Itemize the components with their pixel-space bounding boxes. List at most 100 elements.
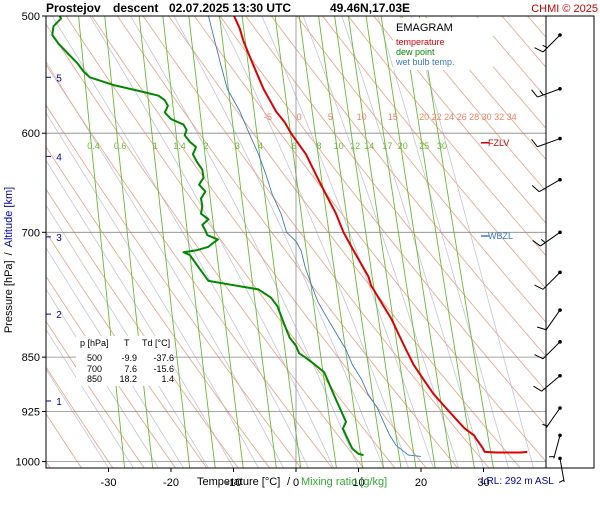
altitude-label: 3 — [56, 233, 62, 244]
dry-adiabat — [440, 3, 600, 468]
svg-text:Pressure [hPa]/Altitude [km]: Pressure [hPa]/Altitude [km] — [3, 187, 15, 333]
dry-adiabat-label: 10 — [357, 112, 367, 122]
moist-adiabat — [212, 3, 409, 468]
legend-dew-point: dew point — [396, 47, 435, 57]
mixing-ratio-line — [347, 3, 417, 468]
dry-adiabat-label: 30 — [482, 112, 492, 122]
table-cell: 7.6 — [124, 364, 137, 374]
wind-barb — [537, 308, 562, 329]
wind-barb-staff — [537, 139, 560, 147]
wind-barb — [535, 33, 562, 52]
table-cell: 850 — [87, 374, 102, 384]
wind-barb-staff — [560, 458, 564, 482]
dry-adiabat — [542, 3, 600, 468]
wind-barb — [558, 457, 564, 483]
dry-adiabat — [568, 3, 600, 468]
wind-barb-half-feather — [541, 239, 545, 242]
dry-adiabat — [211, 3, 583, 468]
wind-barb — [533, 231, 562, 247]
wind-barb-feather — [534, 386, 542, 391]
mixing-ratio-line — [187, 3, 243, 468]
table-header-p: p [hPa] — [80, 338, 109, 348]
wind-barb — [542, 406, 561, 427]
y-axis-title-pressure: Pressure [hPa] — [3, 260, 15, 333]
wind-barb-feather — [535, 355, 543, 359]
dry-adiabat-label: 24 — [444, 112, 454, 122]
legend-wet-bulb: wet bulb temp. — [395, 57, 455, 67]
wind-barb-half-feather — [543, 45, 548, 47]
dry-adiabat — [517, 3, 600, 468]
dry-adiabat — [0, 3, 269, 468]
table-cell: 18.2 — [119, 374, 137, 384]
x-tick-label: 0 — [293, 477, 299, 489]
wind-barb-staff — [540, 232, 560, 246]
mixing-ratio-label: 1 — [153, 141, 158, 151]
wind-barb — [534, 374, 562, 391]
y-axis-title-separator: / — [3, 251, 15, 255]
wind-frame — [546, 16, 594, 468]
table-header-td: Td [°C] — [142, 338, 170, 348]
altitude-label: 4 — [56, 152, 62, 163]
x-axis-title-separator: / — [287, 476, 291, 488]
wind-barb-staff — [537, 89, 560, 97]
station-coords: 49.46N,17.03E — [330, 1, 410, 15]
x-axis-title-mixing: Mixing ratio [g/kg] — [301, 476, 387, 488]
mixing-ratio-label: 10 — [334, 141, 344, 151]
y-tick-label: 700 — [22, 227, 40, 239]
data-table: p [hPa] T Td [°C] 500 -9.9 -37.6 700 7.6… — [76, 336, 174, 386]
mixing-ratio-label: 14 — [364, 141, 374, 151]
wind-barb-half-feather — [559, 480, 564, 482]
mixing-ratio-label: 8 — [316, 141, 321, 151]
moist-adiabat — [0, 3, 109, 468]
wind-barb — [549, 434, 562, 459]
mixing-ratio-label: 25 — [419, 141, 429, 151]
x-tick-label: -20 — [163, 477, 179, 489]
y-tick-label: 850 — [22, 352, 40, 364]
dry-adiabat-label: -5 — [264, 112, 272, 122]
mixing-ratio-line — [218, 3, 276, 468]
wind-barb — [532, 137, 562, 147]
dry-adiabat-label: 5 — [328, 112, 333, 122]
mixing-ratio-label: 12 — [350, 141, 360, 151]
wind-barb-feather — [537, 327, 546, 330]
y-tick-label: 600 — [22, 128, 40, 140]
wind-barb-feather — [532, 90, 538, 97]
dry-adiabat-label: 0 — [297, 112, 302, 122]
wind-barb-staff — [542, 376, 560, 391]
copyright: CHMI © 2025 — [531, 3, 598, 15]
mixing-ratio-label: 30 — [437, 141, 447, 151]
moist-adiabat — [408, 3, 534, 468]
x-tick-label: -30 — [101, 477, 117, 489]
altitude-label: 5 — [56, 73, 62, 84]
y-tick-label: 1000 — [16, 457, 40, 469]
x-axis-title-temperature: Temperature [°C] — [197, 476, 280, 488]
dry-adiabat-label: 15 — [388, 112, 398, 122]
mixing-ratio-label: 6 — [292, 141, 297, 151]
mixing-ratio-line — [273, 3, 336, 468]
table-cell: 1.4 — [161, 374, 174, 384]
mixing-ratio-label: 17 — [382, 141, 392, 151]
wbzl-label: WBZL — [488, 231, 513, 241]
wind-barb-feather — [535, 285, 543, 289]
wind-barb — [532, 87, 562, 97]
x-tick-label: 20 — [415, 477, 427, 489]
dry-adiabat-label: 28 — [469, 112, 479, 122]
table-cell: -9.9 — [121, 353, 137, 363]
mixing-ratio-label: 1.4 — [173, 141, 186, 151]
sounding-datetime: 02.07.2025 13:30 UTC — [169, 1, 291, 15]
dry-adiabat-label: 32 — [494, 112, 504, 122]
mixing-ratio-label: 2 — [204, 141, 209, 151]
table-cell: 700 — [87, 364, 102, 374]
legend: EMAGRAM temperature dew point wet bulb t… — [393, 18, 493, 70]
mixing-ratio-line — [241, 3, 301, 468]
fzlv-marker: FZLV — [481, 138, 509, 148]
y-tick-label: 500 — [22, 11, 40, 23]
wind-barb — [535, 340, 562, 359]
dry-adiabat-label: 20 — [419, 112, 429, 122]
mixing-ratio-label: 4 — [258, 141, 263, 151]
wind-barb-staff — [539, 180, 560, 192]
mixing-ratio-label: 20 — [398, 141, 408, 151]
moist-adiabat — [298, 3, 458, 468]
